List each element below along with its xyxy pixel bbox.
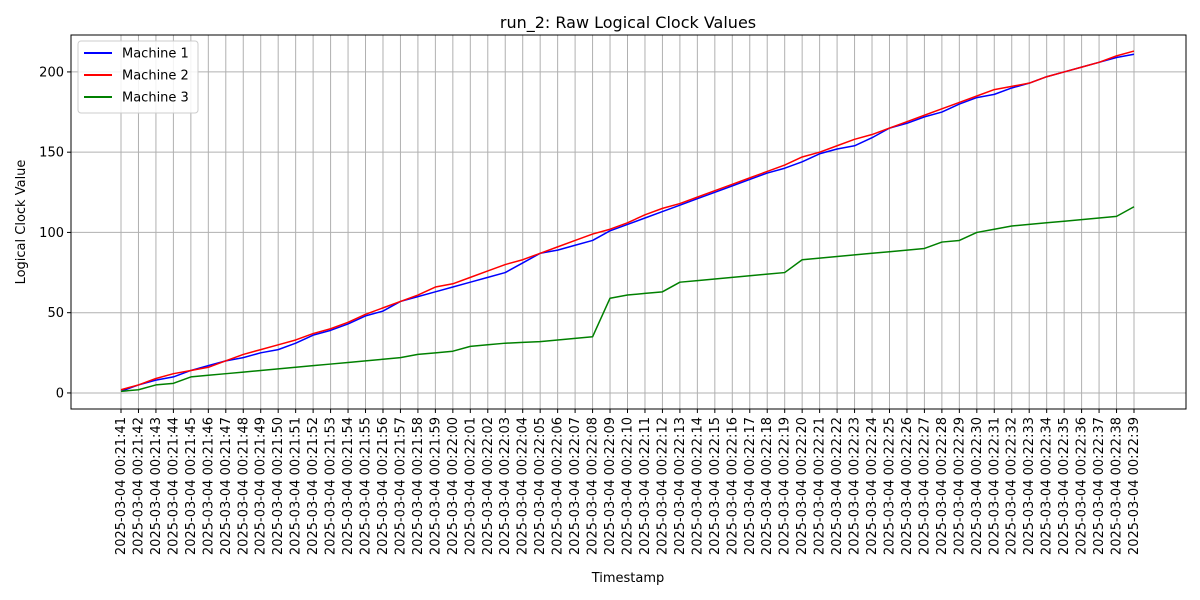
x-tick-label: 2025-03-04 00:22:06 bbox=[551, 417, 566, 555]
x-tick-label: 2025-03-04 00:21:59 bbox=[428, 417, 443, 555]
x-tick-label: 2025-03-04 00:21:54 bbox=[341, 417, 356, 555]
y-tick-label: 100 bbox=[39, 226, 64, 241]
x-tick-label: 2025-03-04 00:21:55 bbox=[359, 417, 374, 555]
x-tick-label: 2025-03-04 00:21:47 bbox=[219, 417, 234, 555]
x-tick-label: 2025-03-04 00:22:30 bbox=[970, 417, 985, 555]
x-tick-label: 2025-03-04 00:22:23 bbox=[848, 417, 863, 555]
x-tick-label: 2025-03-04 00:22:15 bbox=[708, 417, 723, 555]
x-axis-title: Timestamp bbox=[591, 571, 665, 586]
x-tick-label: 2025-03-04 00:22:34 bbox=[1040, 417, 1055, 555]
x-tick-label: 2025-03-04 00:22:27 bbox=[917, 417, 932, 555]
x-tick-label: 2025-03-04 00:22:25 bbox=[882, 417, 897, 555]
x-tick-label: 2025-03-04 00:21:56 bbox=[376, 417, 391, 555]
x-tick-label: 2025-03-04 00:22:11 bbox=[638, 417, 653, 555]
x-tick-label: 2025-03-04 00:21:41 bbox=[114, 417, 129, 555]
x-tick-label: 2025-03-04 00:22:32 bbox=[1005, 417, 1020, 555]
x-tick-label: 2025-03-04 00:21:44 bbox=[166, 417, 181, 555]
x-tick-label: 2025-03-04 00:22:36 bbox=[1075, 417, 1090, 555]
x-tick-label: 2025-03-04 00:22:14 bbox=[690, 417, 705, 555]
x-tick-label: 2025-03-04 00:22:22 bbox=[830, 417, 845, 555]
x-axis-ticks: 2025-03-04 00:21:41 2025-03-04 00:21:42 20… bbox=[114, 409, 1142, 555]
x-tick-label: 2025-03-04 00:22:01 bbox=[463, 417, 478, 555]
x-tick-label: 2025-03-04 00:21:48 bbox=[236, 417, 251, 555]
x-tick-label: 2025-03-04 00:22:18 bbox=[760, 417, 775, 555]
x-tick-label: 2025-03-04 00:22:21 bbox=[813, 417, 828, 555]
y-axis-title: Logical Clock Value bbox=[14, 160, 29, 285]
legend: Machine 1 Machine 2 Machine 3 bbox=[77, 40, 199, 114]
legend-box bbox=[77, 40, 199, 114]
y-tick-label: 200 bbox=[39, 65, 64, 80]
x-tick-label: 2025-03-04 00:22:26 bbox=[900, 417, 915, 555]
x-tick-label: 2025-03-04 00:22:19 bbox=[778, 417, 793, 555]
plot-frame bbox=[70, 34, 1187, 410]
x-tick-label: 2025-03-04 00:21:46 bbox=[201, 417, 216, 555]
x-tick-label: 2025-03-04 00:22:10 bbox=[621, 417, 636, 555]
x-tick-label: 2025-03-04 00:22:13 bbox=[673, 417, 688, 555]
x-tick-label: 2025-03-04 00:22:28 bbox=[935, 417, 950, 555]
series-line-machine-2 bbox=[120, 50, 1135, 391]
legend-label: Machine 3 bbox=[122, 91, 189, 106]
x-tick-label: 2025-03-04 00:22:24 bbox=[865, 417, 880, 555]
x-tick-label: 2025-03-04 00:22:37 bbox=[1092, 417, 1107, 555]
x-tick-label: 2025-03-04 00:22:33 bbox=[1022, 417, 1037, 555]
series-line-machine-1 bbox=[120, 53, 1135, 393]
series-lines bbox=[120, 50, 1135, 393]
x-tick-label: 2025-03-04 00:21:51 bbox=[289, 417, 304, 555]
x-tick-label: 2025-03-04 00:21:45 bbox=[184, 417, 199, 555]
x-tick-label: 2025-03-04 00:21:58 bbox=[411, 417, 426, 555]
y-tick-label: 0 bbox=[56, 386, 64, 401]
x-tick-label: 2025-03-04 00:21:43 bbox=[149, 417, 164, 555]
x-tick-label: 2025-03-04 00:22:03 bbox=[498, 417, 513, 555]
x-tick-label: 2025-03-04 00:21:49 bbox=[254, 417, 269, 555]
x-tick-label: 2025-03-04 00:22:39 bbox=[1127, 417, 1142, 555]
x-tick-label: 2025-03-04 00:22:20 bbox=[795, 417, 810, 555]
y-axis-ticks: 0 50 100 150 200 bbox=[39, 65, 71, 401]
x-tick-label: 2025-03-04 00:22:07 bbox=[568, 417, 583, 555]
x-tick-label: 2025-03-04 00:21:42 bbox=[131, 417, 146, 555]
x-tick-label: 2025-03-04 00:22:09 bbox=[603, 417, 618, 555]
x-tick-label: 2025-03-04 00:21:50 bbox=[271, 417, 286, 555]
x-tick-label: 2025-03-04 00:22:17 bbox=[743, 417, 758, 555]
x-tick-label: 2025-03-04 00:22:35 bbox=[1057, 417, 1072, 555]
x-tick-label: 2025-03-04 00:22:16 bbox=[725, 417, 740, 555]
x-tick-label: 2025-03-04 00:21:53 bbox=[324, 417, 339, 555]
y-tick-label: 150 bbox=[39, 146, 64, 161]
x-tick-label: 2025-03-04 00:22:31 bbox=[987, 417, 1002, 555]
legend-label: Machine 2 bbox=[122, 69, 189, 84]
x-tick-label: 2025-03-04 00:22:04 bbox=[516, 417, 531, 555]
series-line-machine-3 bbox=[120, 206, 1135, 393]
x-tick-label: 2025-03-04 00:22:05 bbox=[533, 417, 548, 555]
x-tick-label: 2025-03-04 00:22:12 bbox=[655, 417, 670, 555]
x-tick-label: 2025-03-04 00:21:52 bbox=[306, 417, 321, 555]
y-tick-label: 50 bbox=[47, 306, 64, 321]
x-tick-label: 2025-03-04 00:21:57 bbox=[393, 417, 408, 555]
x-tick-label: 2025-03-04 00:22:02 bbox=[481, 417, 496, 555]
x-tick-label: 2025-03-04 00:22:29 bbox=[952, 417, 967, 555]
x-tick-label: 2025-03-04 00:22:38 bbox=[1110, 417, 1125, 555]
legend-label: Machine 1 bbox=[122, 47, 189, 62]
chart-title: run_2: Raw Logical Clock Values bbox=[500, 13, 756, 33]
x-tick-label: 2025-03-04 00:22:00 bbox=[446, 417, 461, 555]
x-tick-label: 2025-03-04 00:22:08 bbox=[586, 417, 601, 555]
